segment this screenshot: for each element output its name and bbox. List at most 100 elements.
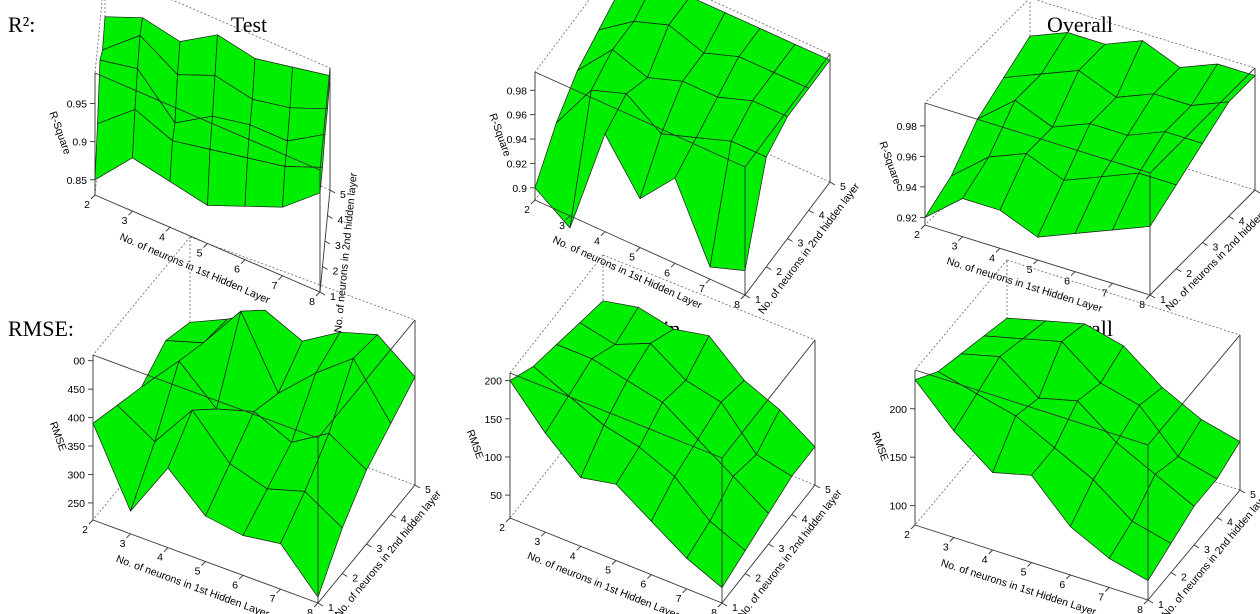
- x-tick-label: 3: [122, 215, 128, 227]
- x-tick-label: 8: [1137, 604, 1143, 614]
- x-tick-label: 2: [914, 229, 920, 241]
- z-tick-label: 0.92: [507, 158, 528, 170]
- x-tick-label: 2: [499, 522, 505, 534]
- y-tick-mark: [1194, 545, 1199, 548]
- x-tick-mark: [1034, 260, 1038, 264]
- x-tick-mark: [531, 200, 535, 204]
- x-tick-mark: [921, 225, 925, 229]
- z-tick-label: 0.96: [507, 110, 528, 122]
- x-tick-mark: [950, 538, 954, 542]
- x-tick-label: 4: [989, 252, 995, 264]
- surface-facet: [245, 158, 285, 207]
- surface-panel-rmse-train: 50 100 150 200 RMSE 2 3 4 5 6 7 8 No. of neurons in …: [464, 255, 845, 614]
- x-tick-label: 5: [1027, 264, 1033, 276]
- z-tick-label: 200: [484, 376, 502, 388]
- z-tick-label: 150: [889, 452, 907, 464]
- x-tick-label: 6: [1059, 579, 1065, 591]
- x-tick-mark: [241, 260, 245, 264]
- x-tick-label: 6: [234, 264, 240, 276]
- y-tick-mark: [1148, 600, 1153, 603]
- y-tick-mark: [391, 515, 396, 518]
- x-tick-mark: [1146, 295, 1150, 299]
- y-tick-mark: [1229, 216, 1234, 219]
- x-tick-mark: [911, 525, 915, 529]
- x-tick-label: 5: [629, 252, 635, 264]
- x-tick-mark: [601, 232, 605, 236]
- z-tick-label: 0.98: [507, 85, 528, 97]
- x-tick-mark: [989, 550, 993, 554]
- x-tick-mark: [647, 575, 651, 579]
- x-tick-label: 8: [307, 607, 313, 614]
- z-tick-label: 100: [889, 501, 907, 513]
- x-tick-label: 6: [640, 579, 646, 591]
- y-tick-mark: [330, 190, 335, 193]
- surface-facet: [178, 35, 218, 76]
- x-tick-mark: [1028, 563, 1032, 567]
- y-tick-mark: [367, 544, 372, 547]
- y-tick-mark: [745, 574, 750, 577]
- z-tick-label: 0.92: [897, 212, 918, 224]
- y-tick-mark: [788, 239, 793, 242]
- x-tick-mark: [636, 248, 640, 252]
- y-tick-mark: [769, 544, 774, 547]
- x-tick-mark: [718, 603, 722, 607]
- z-tick-label: 200: [889, 404, 907, 416]
- y-tick-mark: [792, 515, 797, 518]
- x-tick-label: 7: [676, 593, 682, 605]
- x-tick-mark: [1109, 283, 1113, 287]
- y-tick-mark: [815, 485, 820, 488]
- y-tick-mark: [318, 603, 323, 606]
- x-tick-label: 7: [1102, 287, 1108, 299]
- x-tick-label: 4: [159, 231, 165, 243]
- x-tick-mark: [959, 237, 963, 241]
- z-tick-label: 50: [490, 490, 502, 502]
- x-tick-label: 4: [570, 550, 576, 562]
- z-tick-label: 0.96: [897, 151, 918, 163]
- x-tick-label: 3: [534, 536, 540, 548]
- x-tick-label: 3: [952, 241, 958, 253]
- z-tick-label: 0.85: [67, 175, 88, 187]
- x-tick-mark: [1144, 600, 1148, 604]
- x-tick-label: 4: [982, 554, 988, 566]
- x-tick-mark: [202, 562, 206, 566]
- z-tick-label: 450: [67, 384, 85, 396]
- x-tick-label: 7: [272, 280, 278, 292]
- y-axis-label: No. of neurons in 2nd hidden layer: [756, 181, 862, 317]
- y-tick-mark: [722, 603, 727, 606]
- z-tick-label: 0.98: [897, 121, 918, 133]
- x-tick-mark: [239, 575, 243, 579]
- surface-facet: [170, 141, 210, 206]
- y-tick-mark: [1171, 573, 1176, 576]
- y-tick-mark: [325, 241, 330, 244]
- x-tick-label: 4: [157, 552, 163, 564]
- x-axis-label: No. of neurons in 1st Hidden Layer: [945, 255, 1104, 315]
- y-tick-mark: [323, 267, 328, 270]
- y-tick-mark: [342, 574, 347, 577]
- x-tick-mark: [541, 532, 545, 536]
- surface-facet: [208, 149, 248, 206]
- z-tick-label: 400: [67, 413, 85, 425]
- y-tick-mark: [745, 295, 750, 298]
- x-tick-label: 7: [1098, 592, 1104, 604]
- y-tick-mark: [1255, 190, 1260, 193]
- x-axis-label: No. of neurons in 1st Hidden Layer: [526, 550, 682, 614]
- x-tick-mark: [279, 276, 283, 280]
- x-tick-label: 7: [270, 593, 276, 605]
- x-axis-label: No. of neurons in 1st Hidden Layer: [118, 231, 272, 306]
- x-tick-label: 8: [711, 607, 717, 614]
- x-tick-mark: [577, 546, 581, 550]
- x-tick-mark: [127, 534, 131, 538]
- x-tick-mark: [1066, 575, 1070, 579]
- x-tick-mark: [683, 589, 687, 593]
- y-tick-mark: [328, 216, 333, 219]
- x-tick-mark: [204, 244, 208, 248]
- y-axis-label: No. of neurons in 2nd hidden layer: [332, 172, 360, 333]
- z-tick-label: 100: [484, 452, 502, 464]
- x-tick-mark: [314, 603, 318, 607]
- z-tick-label: 150: [484, 414, 502, 426]
- z-tick-label: 0.94: [897, 182, 918, 194]
- x-tick-label: 5: [605, 565, 611, 577]
- x-tick-mark: [741, 295, 745, 299]
